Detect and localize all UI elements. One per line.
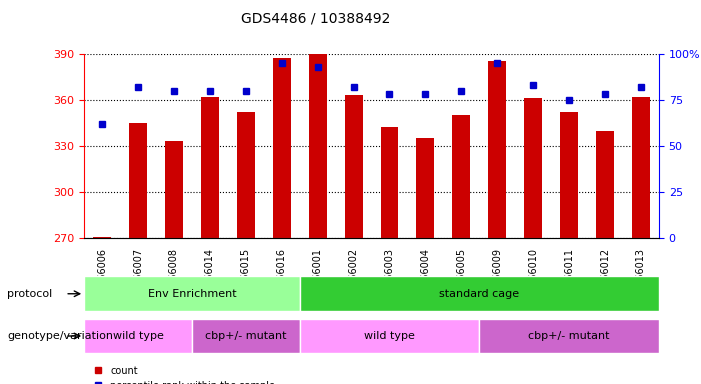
Bar	[524, 98, 542, 238]
Bar	[129, 123, 147, 238]
Bar	[632, 97, 650, 238]
Bar	[237, 112, 254, 238]
Text: wild type: wild type	[364, 331, 415, 341]
Text: protocol: protocol	[7, 289, 53, 299]
Bar	[345, 95, 362, 238]
Text: cbp+/- mutant: cbp+/- mutant	[529, 331, 610, 341]
Text: GDS4486 / 10388492: GDS4486 / 10388492	[240, 12, 390, 25]
Bar	[93, 237, 111, 238]
Text: genotype/variation: genotype/variation	[7, 331, 113, 341]
Bar	[381, 127, 398, 238]
Bar	[452, 115, 470, 238]
Text: standard cage: standard cage	[440, 289, 519, 299]
Text: Env Enrichment: Env Enrichment	[148, 289, 236, 299]
Bar	[489, 61, 506, 238]
Text: cbp+/- mutant: cbp+/- mutant	[205, 331, 287, 341]
Bar	[201, 97, 219, 238]
Bar	[308, 54, 327, 238]
Bar	[165, 141, 183, 238]
Bar	[416, 138, 435, 238]
Legend: count, percentile rank within the sample: count, percentile rank within the sample	[89, 362, 279, 384]
Bar	[273, 58, 291, 238]
Bar	[560, 112, 578, 238]
Text: wild type: wild type	[113, 331, 163, 341]
Bar	[596, 131, 614, 238]
